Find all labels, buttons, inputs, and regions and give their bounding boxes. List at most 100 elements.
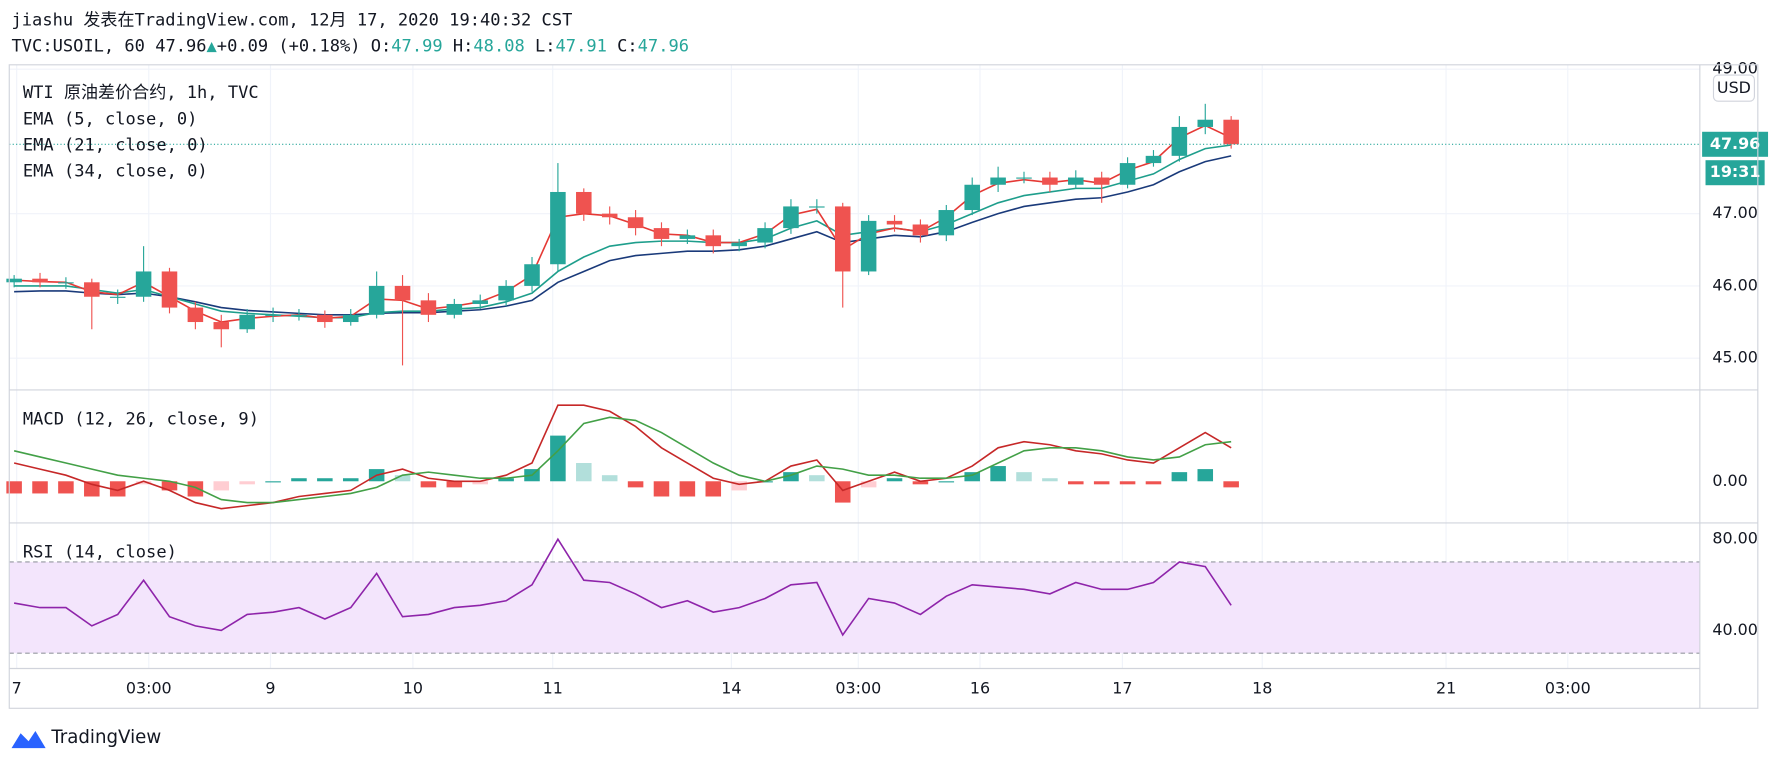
x-tick-label: 21: [1436, 678, 1456, 697]
histogram-bar: [498, 478, 514, 482]
candle-body: [84, 282, 100, 297]
histogram-bar: [1068, 481, 1084, 485]
histogram-bar: [679, 481, 696, 497]
histogram-bar: [938, 481, 955, 483]
histogram-bar: [1145, 481, 1162, 485]
histogram-bar: [6, 481, 22, 494]
histogram-bar: [601, 475, 618, 482]
ema-line: [14, 144, 1232, 319]
ohlc-value: 47.91: [556, 37, 607, 57]
candle-body: [731, 242, 747, 247]
candle-body: [524, 264, 540, 286]
last: 47.96: [155, 37, 206, 57]
candle-body: [679, 235, 696, 239]
candle-body: [1145, 155, 1162, 164]
candle-body: [757, 228, 773, 243]
histogram-bar: [912, 481, 929, 485]
candle-body: [705, 235, 722, 247]
x-tick-label: 9: [265, 678, 275, 697]
plot-area: 7 03:00 9 10 11 14 03:00 16 17 18 21 03:00 45.00 46.0…: [6, 59, 1769, 697]
candle-body: [32, 278, 48, 283]
legend-entry: EMA (34, close, 0): [23, 162, 208, 182]
ema-line: [14, 155, 1232, 316]
candle-body: [653, 228, 670, 239]
histogram-bar: [1016, 472, 1032, 482]
brand: TradingView: [50, 727, 161, 748]
histogram-bar: [135, 481, 152, 485]
candle-body: [58, 282, 74, 284]
x-tick-label: 7: [12, 678, 22, 697]
ohlc-value: 47.96: [638, 37, 689, 57]
histogram-bar: [783, 472, 799, 482]
footer-logo[interactable]: TradingView: [11, 727, 162, 749]
x-tick-label: 17: [1112, 678, 1132, 697]
last-price-box: [1702, 131, 1769, 157]
ohlc-label: O:: [371, 37, 392, 57]
arrow: ▲: [207, 37, 218, 57]
candle-body: [964, 184, 980, 211]
histogram-bar: [109, 481, 126, 497]
last-price-label: 47.96: [1710, 134, 1760, 153]
candle-body: [161, 271, 178, 308]
candle-body: [265, 314, 281, 316]
change: +0.09 (+0.18%): [217, 37, 361, 57]
candle-body: [938, 210, 955, 236]
candle-body: [783, 206, 799, 229]
macd-line: [13, 416, 1232, 504]
ohlc-label: L:: [535, 37, 556, 57]
x-tick-label: 16: [970, 678, 990, 697]
candle-body: [472, 300, 488, 304]
countdown: 19:31: [1710, 162, 1761, 181]
y-tick-label: 45.00: [1712, 348, 1758, 367]
histogram-bar: [1197, 469, 1214, 482]
histogram-bar: [317, 478, 333, 482]
histogram-bar: [472, 481, 488, 485]
histogram-bar: [731, 481, 747, 491]
x-tick-label: 03:00: [835, 678, 881, 697]
candle-body: [912, 224, 929, 236]
candle-body: [239, 314, 255, 330]
candle-body: [6, 278, 22, 283]
candle-body: [135, 271, 152, 297]
candle-body: [990, 177, 1006, 185]
candle-body: [291, 314, 307, 316]
candle-body: [1042, 177, 1058, 185]
candle-body: [342, 314, 359, 323]
candle-body: [1223, 119, 1239, 145]
candle-body: [317, 314, 333, 323]
candle-body: [834, 206, 851, 272]
histogram-bar: [265, 481, 281, 483]
currency-box[interactable]: [1712, 74, 1755, 102]
histogram-bar: [420, 481, 437, 488]
histogram-bar: [576, 463, 592, 482]
x-tick-label: 03:00: [1545, 678, 1591, 697]
ohlc-value: 48.08: [473, 37, 524, 57]
histogram-bar: [32, 481, 48, 494]
symbol: TVC:USOIL, 60: [12, 37, 145, 57]
y-tick-label: 49.00: [1712, 59, 1758, 78]
candle-body: [1171, 126, 1188, 156]
chart-title: WTI 原油差价合约, 1h, TVC: [23, 83, 259, 103]
candle-body: [1197, 119, 1214, 127]
x-tick-label: 14: [721, 678, 741, 697]
histogram-bar: [964, 472, 980, 482]
legend-entry: EMA (5, close, 0): [23, 109, 197, 129]
currency[interactable]: USD: [1717, 78, 1751, 97]
candle-body: [550, 191, 566, 265]
y-tick-label: 47.00: [1712, 203, 1758, 222]
header-line1: jiashu 发表在TradingView.com, 12月 17, 2020 …: [12, 10, 573, 30]
logo-icon: [11, 731, 46, 749]
histogram-bar: [58, 481, 74, 494]
candle-body: [498, 285, 514, 301]
rsi-line: [13, 537, 1232, 637]
candle-body: [187, 307, 204, 323]
ema-line: [14, 124, 1232, 323]
histogram-bar: [1171, 472, 1188, 482]
histogram-bar: [653, 481, 670, 497]
candle-body: [1068, 177, 1084, 185]
histogram-bar: [1042, 478, 1058, 482]
countdown-box: [1705, 160, 1765, 186]
histogram-bar: [860, 481, 877, 488]
